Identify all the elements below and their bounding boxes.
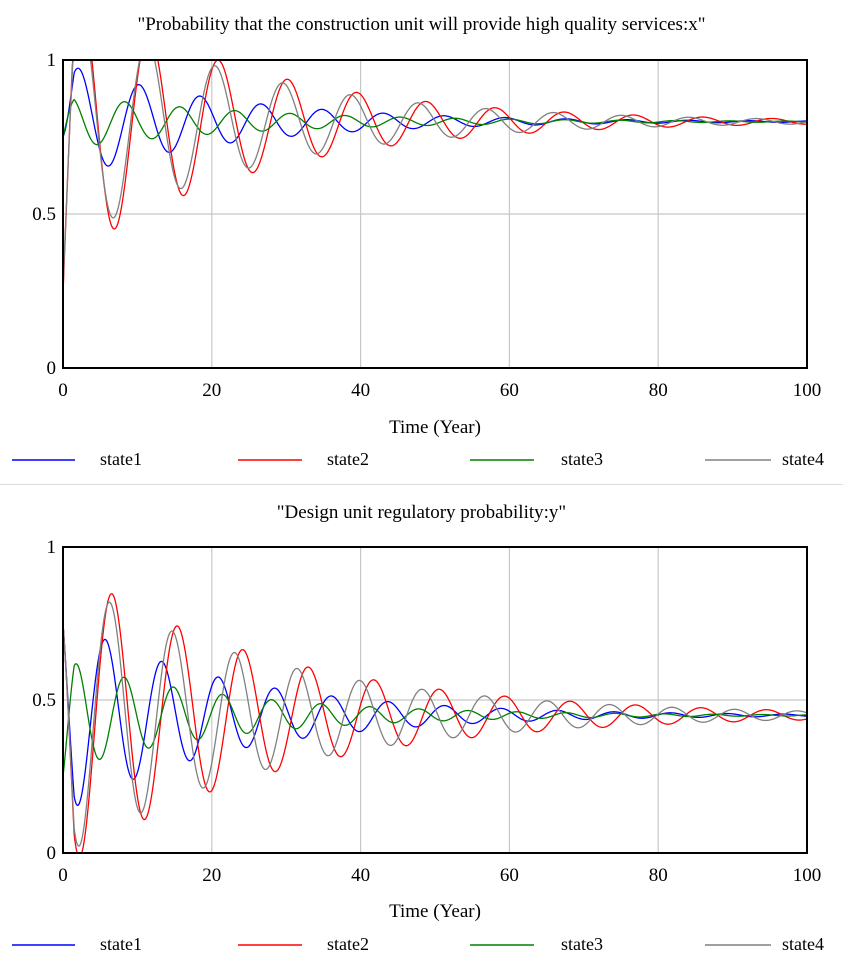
chart-y-legend-label-state3: state3 [561, 934, 603, 954]
chart-x-legend-label-state4: state4 [782, 449, 824, 469]
chart-x-ytick-label-2: 1 [47, 50, 57, 71]
chart-y-plot-frame [62, 546, 808, 854]
chart-x-legend-label-state3: state3 [561, 449, 603, 469]
chart-y-xtick-label-3: 60 [500, 865, 519, 886]
chart-y-svg: "Design unit regulatory probability:y" 0 2… [12, 502, 824, 954]
chart-y-xtick-label-4: 80 [649, 865, 668, 886]
chart-y-xtick-label-2: 40 [351, 865, 370, 886]
chart-y-legend-label-state4: state4 [782, 934, 824, 954]
panel-divider [0, 484, 843, 485]
chart-x-xlabel: Time (Year) [389, 417, 481, 438]
chart-y-title: "Design unit regulatory probability:y" [277, 502, 566, 523]
chart-y-xtick-label-1: 20 [202, 865, 221, 886]
chart-panel-y: "Design unit regulatory probability:y" 0 2… [0, 486, 843, 967]
chart-y-xlabel: Time (Year) [389, 901, 481, 922]
chart-y-series-state2 [62, 593, 808, 854]
chart-y-legend-label-state1: state1 [100, 934, 142, 954]
chart-y-ytick-label-2: 1 [47, 537, 57, 558]
chart-x-ytick-label-0: 0 [47, 358, 57, 379]
chart-x-xtick-label-5: 100 [793, 380, 822, 401]
chart-x-legend-label-state1: state1 [100, 449, 142, 469]
chart-y-series-state3 [62, 663, 808, 777]
chart-y-xtick-label-5: 100 [793, 865, 822, 886]
chart-y-series-state1 [62, 623, 808, 806]
chart-x-ytick-label-1: 0.5 [32, 204, 56, 225]
chart-x-xtick-label-4: 80 [649, 380, 668, 401]
chart-x-svg: "Probability that the construction unit … [12, 14, 824, 469]
chart-x-xtick-label-0: 0 [58, 380, 68, 401]
chart-x-xtick-label-3: 60 [500, 380, 519, 401]
chart-y-series-state4 [62, 601, 808, 847]
chart-x-title: "Probability that the construction unit … [137, 14, 705, 35]
chart-x-xtick-label-1: 20 [202, 380, 221, 401]
chart-panel-x: "Probability that the construction unit … [12, 14, 824, 469]
chart-x-plot-frame [62, 59, 808, 369]
chart-y-xtick-label-0: 0 [58, 865, 68, 886]
chart-y-ytick-label-1: 0.5 [32, 690, 56, 711]
chart-x-series-state2 [62, 59, 808, 295]
chart-y-ytick-label-0: 0 [47, 843, 57, 864]
chart-x-series-state3 [62, 98, 808, 146]
chart-x-series-state1 [62, 67, 808, 167]
chart-x-xtick-label-2: 40 [351, 380, 370, 401]
chart-x-legend-label-state2: state2 [327, 449, 369, 469]
chart-y-legend-label-state2: state2 [327, 934, 369, 954]
chart-x-series-state4 [62, 59, 808, 288]
